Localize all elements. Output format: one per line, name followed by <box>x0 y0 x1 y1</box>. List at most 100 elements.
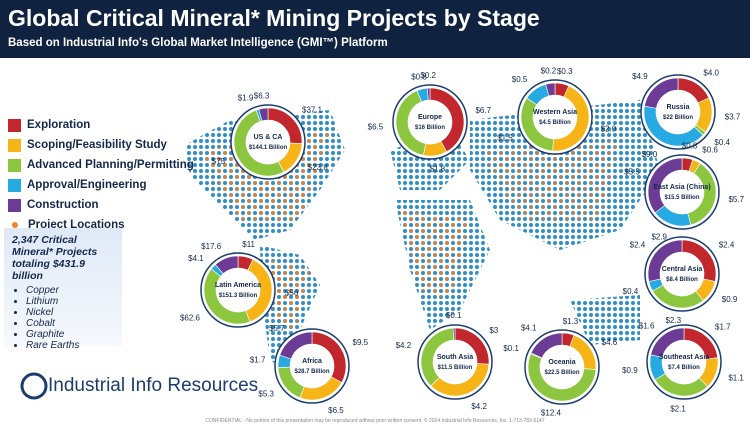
region-total: $151.3 Billion <box>219 293 258 299</box>
value-label: $5.7 <box>728 195 744 204</box>
value-label: $5.7 <box>269 324 285 333</box>
region-name: Africa <box>302 358 322 365</box>
donut-center <box>660 252 704 296</box>
donut-center <box>660 170 704 214</box>
logo-mark <box>20 372 48 400</box>
region-total: $144.1 Billion <box>249 145 288 151</box>
region-total: $4.5 Billion <box>539 120 571 126</box>
value-label: $2.3 <box>665 316 681 325</box>
mineral-list: CopperLithiumNickelCobaltGraphiteRare Ea… <box>12 285 114 351</box>
donut-chart: $9.5 $6.5 $5.3 $1.7 $5.7 Africa $28.7 Billion <box>250 324 369 415</box>
value-label: $0.2 <box>541 66 557 75</box>
value-label: $0.1 <box>503 344 519 353</box>
donut-chart: $2.4 $0.9 $2.3 $0.4 $2.4 Central Asia $8.4 Bil… <box>623 236 738 325</box>
value-label: $0.8 <box>682 142 698 151</box>
donut-center <box>246 120 290 164</box>
value-label: $0.4 <box>714 138 730 147</box>
legend-swatch <box>8 118 21 132</box>
value-label: $1.1 <box>728 374 744 383</box>
donut-center <box>656 90 700 134</box>
value-label: $2.9 <box>651 233 667 242</box>
legend-swatch <box>8 158 21 172</box>
value-label: $6.5 <box>368 123 384 132</box>
legend-label: Exploration <box>27 119 91 131</box>
value-label: $11 <box>242 240 255 249</box>
value-label: $4.9 <box>632 72 648 81</box>
donut-center <box>533 95 577 139</box>
value-label: $3 <box>489 326 498 335</box>
mineral: Rare Earths <box>26 340 114 351</box>
region-name: East Asia (China) <box>653 184 710 191</box>
region-name: South Asia <box>437 354 473 361</box>
donut-chart: $3 $4.2 $4.2 $0.1 South Asia $11.5 Billion <box>396 311 499 411</box>
donut-center <box>290 344 334 388</box>
legend-item: Construction <box>8 195 194 215</box>
value-label: $5.5 <box>624 167 640 176</box>
subtitle: Based on Industrial Info's Global Market… <box>8 37 388 49</box>
value-label: $4.0 <box>703 68 719 77</box>
value-label: $17.6 <box>201 242 222 251</box>
value-label: $0.2 <box>420 71 436 80</box>
legend-label: Construction <box>27 199 99 211</box>
value-label: $0.9 <box>622 366 638 375</box>
value-label: $4.2 <box>471 402 487 411</box>
region-total: $22.5 Billion <box>544 370 579 376</box>
region-name: Central Asia <box>662 266 703 273</box>
value-label: $2.1 <box>670 405 686 414</box>
donut-chart: $6.7 $1.8 $6.5 $0.8$0.2 Europe $16 Billion <box>368 71 492 173</box>
summary: 2,347 Critical Mineral* Projects totalin… <box>4 228 122 351</box>
mineral: Lithium <box>26 296 114 307</box>
region-name: Europe <box>418 114 442 121</box>
value-label: $6.7 <box>475 106 491 115</box>
region-total: $15.5 Billion <box>664 195 699 201</box>
value-label: $56 <box>285 288 299 297</box>
value-label: $5.3 <box>258 390 274 399</box>
legend: Exploration Scoping/Feasibility Study Adva… <box>8 115 194 235</box>
footer: CONFIDENTIAL - No portion of this presen… <box>205 418 545 424</box>
donut-segment <box>452 327 456 341</box>
header: Global Critical Mineral* Mining Projects… <box>0 0 750 58</box>
legend-swatch <box>8 198 21 212</box>
donut-chart: $0.3 $2.0 $1.5 $0.5 $0.2 Western Asia $4.5 Bil… <box>497 66 617 155</box>
region-total: $7.4 Billion <box>668 365 700 371</box>
region-name: Oceania <box>548 359 575 366</box>
value-label: $0.9 <box>722 295 738 304</box>
value-label: $75 <box>212 157 226 166</box>
legend-item: Scoping/Feasibility Study <box>8 135 194 155</box>
donut-segment <box>644 77 679 109</box>
value-label: $3.7 <box>725 113 741 122</box>
donut-center <box>540 345 584 389</box>
value-label: $9.0 <box>642 150 658 159</box>
value-label: $1.8 <box>430 164 446 173</box>
donut-center <box>433 340 477 384</box>
donut-center <box>216 268 260 312</box>
value-label: $23.8 <box>308 163 329 172</box>
value-label: $0.1 <box>446 311 462 320</box>
value-label: $4.1 <box>188 254 204 263</box>
legend-label: Advanced Planning/Permitting <box>27 159 194 171</box>
title: Global Critical Mineral* Mining Projects… <box>8 5 540 31</box>
region-total: $8.4 Billion <box>666 277 698 283</box>
region-name: Latin America <box>215 282 261 289</box>
donut-chart: $0.8 $0.6 $5.7 $2.9 $5.5 East Asia (China) $15… <box>624 142 744 242</box>
donut-chart: $1.7 $1.1 $2.1 $0.9 $1.6 Southeast Asia $7.4 B… <box>622 321 744 413</box>
value-label: $12.4 <box>541 409 562 418</box>
region-total: $22 Billion <box>663 115 693 121</box>
region-name: US & CA <box>254 134 283 141</box>
donut-center <box>662 340 706 384</box>
value-label: $0.8 <box>411 72 427 81</box>
value-label: $2.4 <box>719 241 735 250</box>
value-label: $0.6 <box>702 146 718 155</box>
value-label: $62.6 <box>180 314 201 323</box>
donut-chart: $11 $56 $62.6 $4.1 $17.6 Latin America $151.3 … <box>180 240 299 328</box>
value-label: $1.5 <box>497 134 513 143</box>
legend-item: Advanced Planning/Permitting <box>8 155 194 175</box>
value-label: $2.4 <box>630 241 646 250</box>
mineral: Graphite <box>26 329 114 340</box>
mineral: Copper <box>26 285 114 296</box>
region-total: $11.5 Billion <box>438 365 473 371</box>
legend-swatch <box>8 138 21 152</box>
value-label: $9.5 <box>353 338 369 347</box>
